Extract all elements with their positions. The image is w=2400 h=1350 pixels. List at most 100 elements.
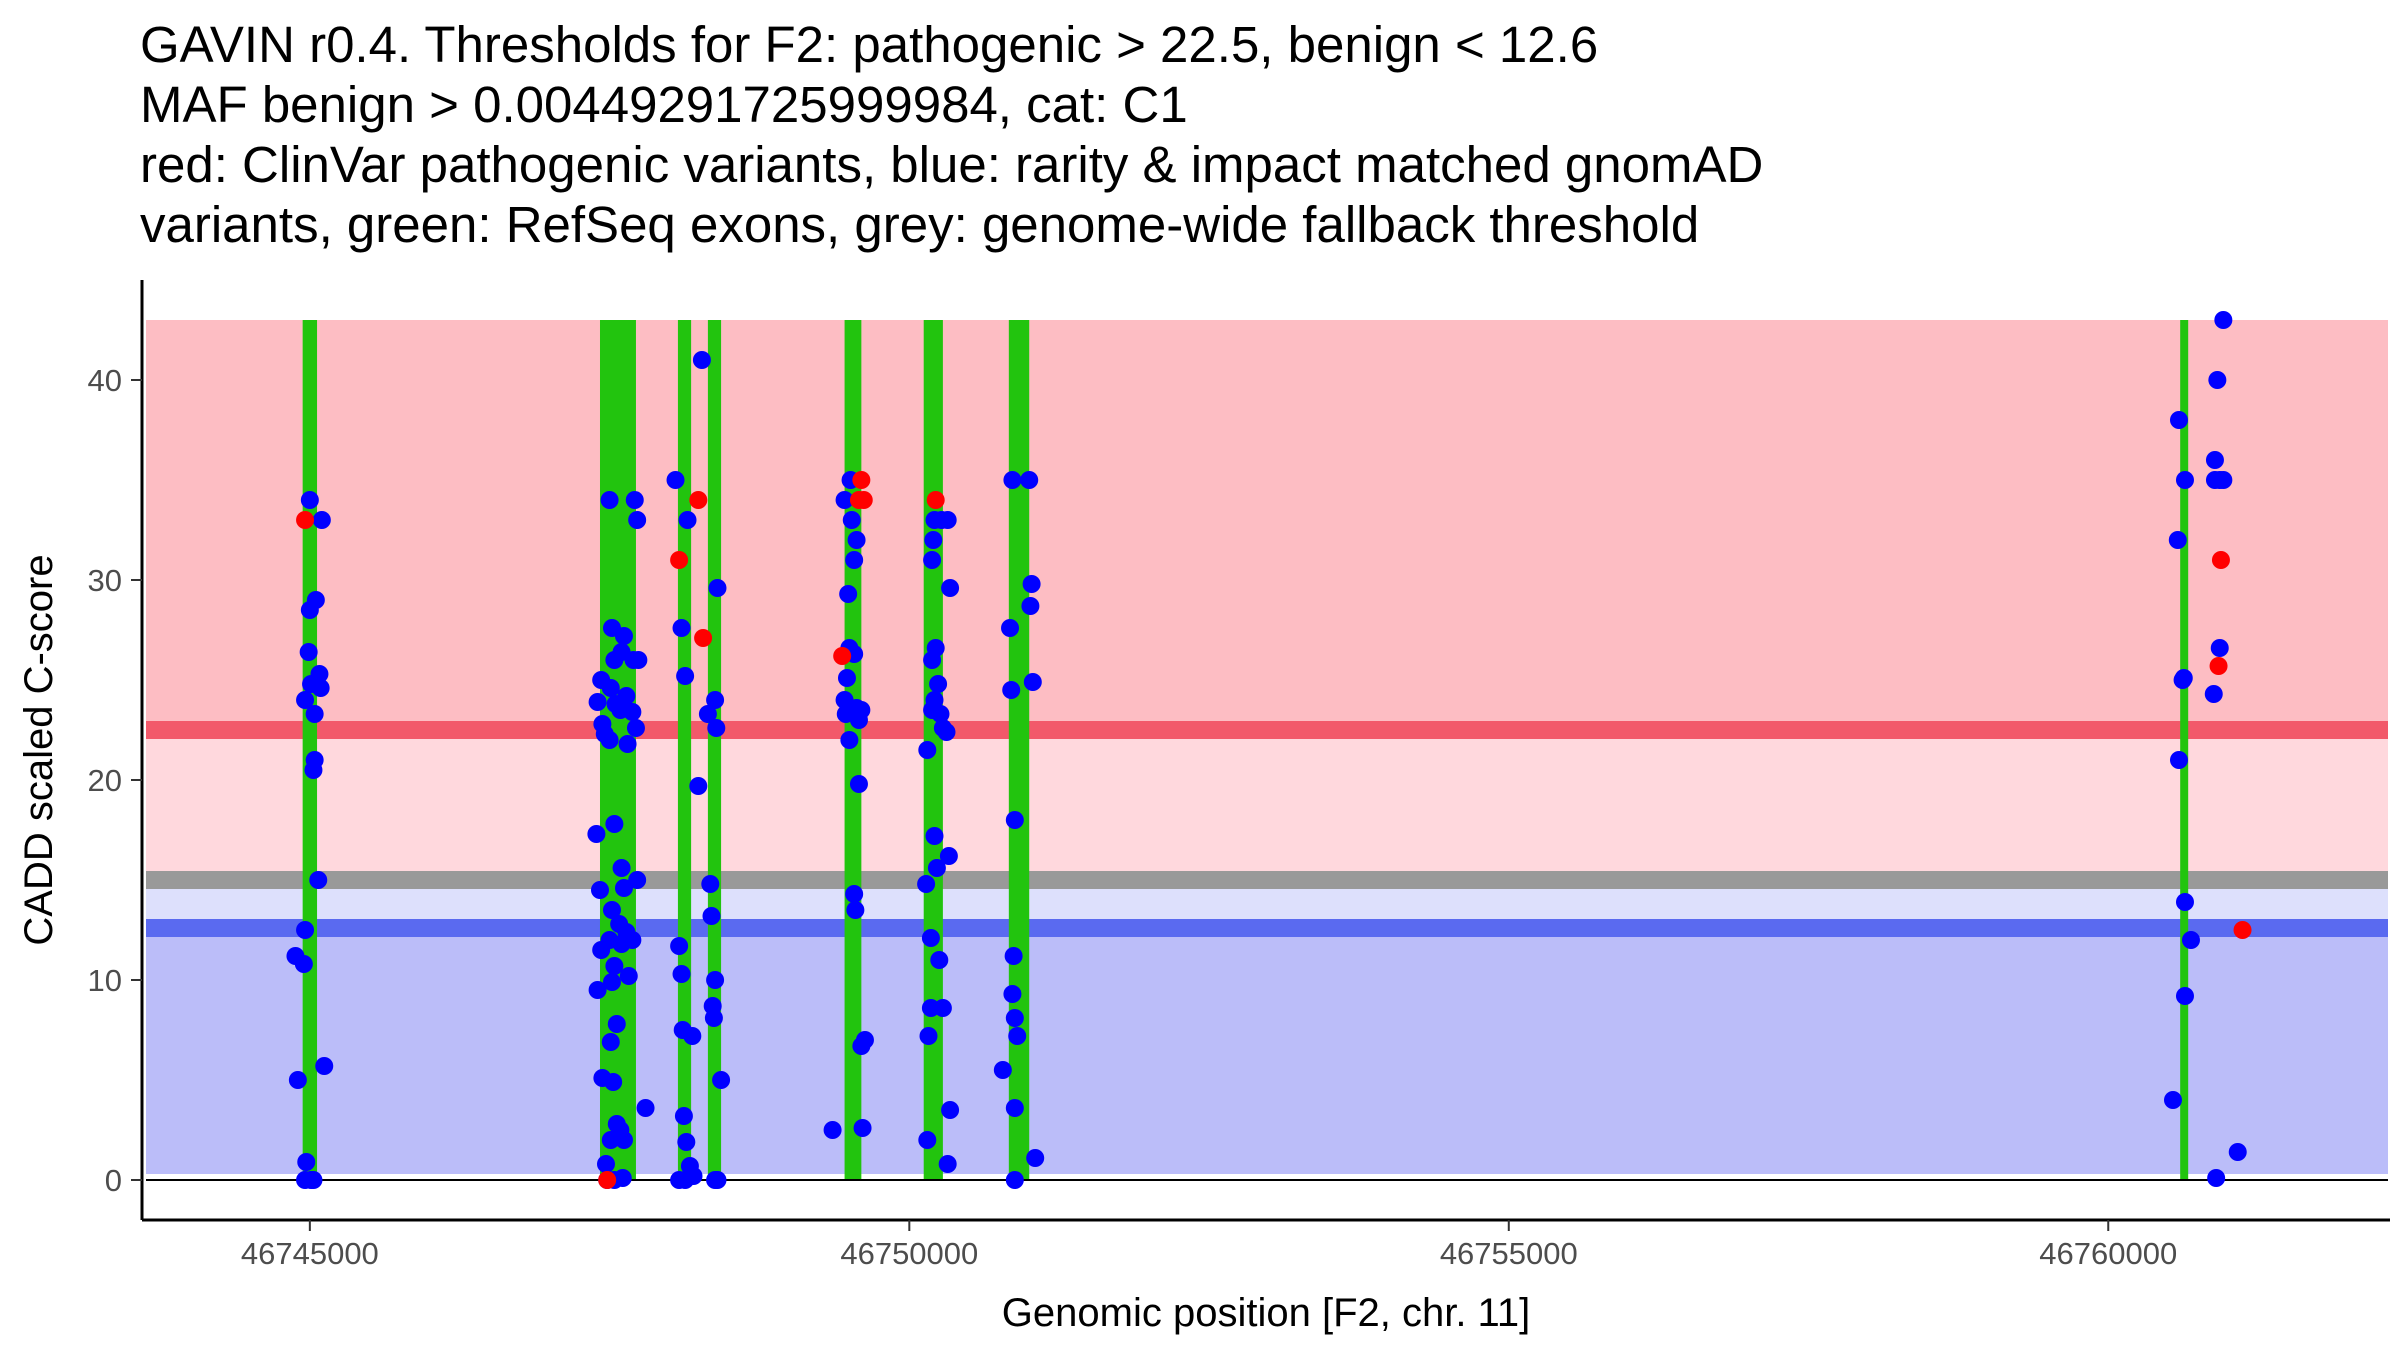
benign-region	[146, 928, 2388, 1174]
gnomad-point	[924, 531, 943, 549]
gnomad-point	[919, 1027, 938, 1045]
gnomad-point	[629, 651, 648, 669]
gnomad-point	[1004, 947, 1023, 965]
gnomad-point	[626, 719, 645, 737]
gnomad-point	[938, 511, 957, 529]
gnomad-point	[926, 639, 945, 657]
gnomad-point	[2168, 531, 2187, 549]
x-tick-label: 46760000	[2039, 1236, 2177, 1271]
y-tick-label: 10	[88, 963, 122, 998]
gnomad-point	[600, 731, 619, 749]
gnomad-point	[933, 999, 952, 1017]
clinvar-point	[2209, 657, 2228, 675]
gnomad-point	[918, 741, 937, 759]
title-line-2: MAF benign > 0.00449291725999984, cat: C…	[140, 76, 1188, 133]
clinvar-point	[833, 647, 852, 665]
gnomad-point	[605, 815, 624, 833]
gnomad-point	[588, 981, 607, 999]
clinvar-point	[849, 491, 868, 509]
clinvar-point	[2211, 551, 2230, 569]
gnomad-point	[921, 929, 940, 947]
gnomad-point	[619, 967, 638, 985]
clinvar-point	[689, 491, 708, 509]
gnomad-point	[311, 679, 330, 697]
gnomad-point	[2214, 311, 2233, 329]
gnomad-point	[2173, 671, 2192, 689]
x-tick-label: 46745000	[241, 1236, 379, 1271]
clinvar-point	[694, 629, 713, 647]
gnomad-point	[683, 1027, 702, 1045]
gnomad-point	[840, 731, 859, 749]
gnomad-point	[2175, 987, 2194, 1005]
gnomad-point	[625, 491, 644, 509]
gnomad-point	[845, 551, 864, 569]
gnomad-point	[590, 881, 609, 899]
pathogenic-margin-region	[146, 730, 2388, 880]
benign-threshold-line	[146, 919, 2388, 937]
gnomad-point	[855, 1031, 874, 1049]
y-axis-title: CADD scaled C-score	[17, 554, 61, 945]
y-tick-label: 0	[105, 1163, 122, 1198]
gnomad-point	[2175, 471, 2194, 489]
gnomad-point	[849, 775, 868, 793]
gnomad-point	[614, 627, 633, 645]
gnomad-point	[613, 1169, 632, 1187]
gnomad-point	[698, 705, 717, 723]
gnomad-point	[2207, 1169, 2226, 1187]
clinvar-point	[852, 471, 871, 489]
gnomad-point	[304, 1171, 323, 1189]
gnomad-point	[628, 511, 647, 529]
gnomad-point	[294, 955, 313, 973]
x-axis-ticks: 46745000 46750000 46755000 46760000	[241, 1220, 2177, 1271]
gnomad-point	[1005, 1099, 1024, 1117]
clinvar-point	[926, 491, 945, 509]
gnomad-point	[315, 1057, 334, 1075]
exon-bar	[1008, 320, 1030, 1180]
gnomad-point	[618, 735, 637, 753]
clinvar-point	[296, 511, 315, 529]
gnomad-point	[938, 1155, 957, 1173]
gnomad-point	[930, 951, 949, 969]
pathogenic-threshold-line	[146, 721, 2388, 739]
gnomad-point	[676, 667, 695, 685]
title-line-1: GAVIN r0.4. Thresholds for F2: pathogeni…	[140, 16, 1598, 73]
gnomad-point	[297, 1153, 316, 1171]
gnomad-point	[678, 511, 697, 529]
gnomad-point	[1023, 673, 1042, 691]
gnomad-point	[288, 1071, 307, 1089]
gnomad-point	[617, 687, 636, 705]
gnomad-point	[1003, 985, 1022, 1003]
gnomad-point	[835, 491, 854, 509]
gnomad-point	[927, 859, 946, 877]
gnomad-point	[601, 1033, 620, 1051]
gnomad-point	[310, 665, 329, 683]
pathogenic-region	[146, 320, 2388, 730]
gnomad-point	[2210, 639, 2229, 657]
gnomad-point	[2214, 471, 2233, 489]
gnomad-point	[823, 1121, 842, 1139]
gnomad-point	[684, 1167, 703, 1185]
gnomad-point	[692, 351, 711, 369]
gnomad-point	[304, 761, 323, 779]
gnomad-point	[941, 579, 960, 597]
gnomad-point	[853, 1119, 872, 1137]
gnomad-point	[2181, 931, 2200, 949]
chart-title: GAVIN r0.4. Thresholds for F2: pathogeni…	[140, 16, 1763, 253]
y-axis-ticks: 0 10 20 30 40	[88, 363, 142, 1198]
y-tick-label: 40	[88, 363, 122, 398]
gnomad-point	[670, 937, 689, 955]
gnomad-point	[672, 965, 691, 983]
gnomad-point	[702, 907, 721, 925]
gnomad-point	[588, 693, 607, 711]
gnomad-point	[670, 1171, 689, 1189]
gnomad-point	[623, 931, 642, 949]
gnomad-point	[300, 491, 319, 509]
gnomad-point	[309, 871, 328, 889]
gnomad-point	[1005, 1009, 1024, 1027]
gnomad-point	[704, 1009, 723, 1027]
gnomad-point	[1001, 619, 1020, 637]
gnomad-point	[605, 957, 624, 975]
exon-bar	[677, 320, 692, 1180]
gnomad-point	[846, 901, 865, 919]
gnomad-point	[2204, 685, 2223, 703]
